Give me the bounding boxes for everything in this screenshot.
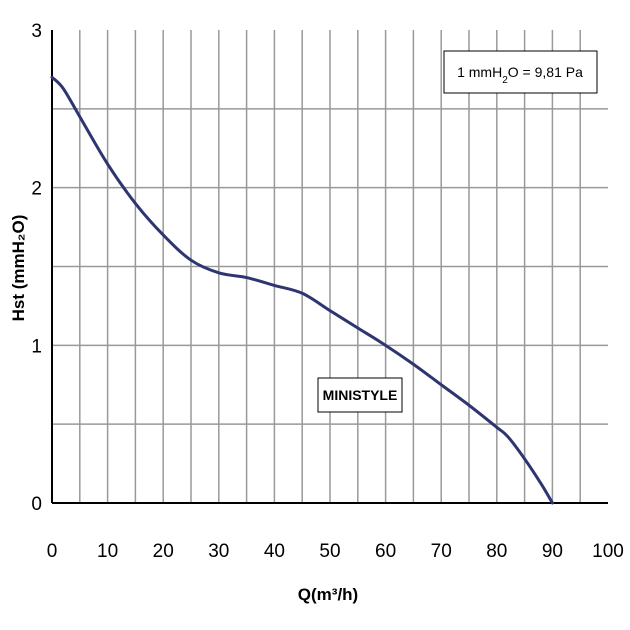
x-tick-label: 80 [486, 541, 507, 562]
unit-note-subscript: 2 [502, 75, 508, 86]
grid-layer [52, 30, 608, 503]
y-tick-label: 3 [31, 21, 42, 42]
x-tick-label: 50 [319, 541, 340, 562]
y-tick-labels: 0 1 2 3 [31, 21, 42, 515]
x-tick-labels: 0 10 20 30 40 50 60 70 80 90 100 [47, 541, 624, 562]
x-tick-label: 10 [97, 541, 118, 562]
annotation-layer: MINISTYLE [317, 377, 403, 413]
x-tick-label: 20 [153, 541, 174, 562]
x-tick-label: 100 [592, 541, 624, 562]
unit-note-text: 1 mmH2O = 9,81 Pa [457, 64, 583, 86]
unit-note-box: 1 mmH2O = 9,81 Pa [443, 50, 598, 94]
plot-frame [51, 30, 608, 504]
unit-note-prefix: 1 mmH [457, 64, 502, 80]
series-layer [50, 75, 554, 505]
series-line-ministyle [50, 75, 554, 505]
x-tick-label: 60 [375, 541, 396, 562]
ministyle-label-frame [317, 377, 403, 413]
x-tick-label: 0 [47, 541, 58, 562]
x-axis-title: Q(m³/h) [298, 585, 358, 604]
x-tick-label: 90 [542, 541, 563, 562]
ministyle-label: MINISTYLE [323, 387, 398, 403]
y-tick-label: 2 [31, 179, 42, 200]
y-tick-label: 1 [31, 336, 42, 357]
x-tick-label: 40 [264, 541, 285, 562]
x-tick-label: 30 [208, 541, 229, 562]
unit-note-suffix: O = 9,81 Pa [508, 64, 583, 80]
y-axis-title: Hst (mmH₂O) [9, 215, 28, 322]
x-tick-label: 70 [431, 541, 452, 562]
unit-note-frame [443, 50, 598, 94]
y-tick-label: 0 [31, 494, 42, 515]
